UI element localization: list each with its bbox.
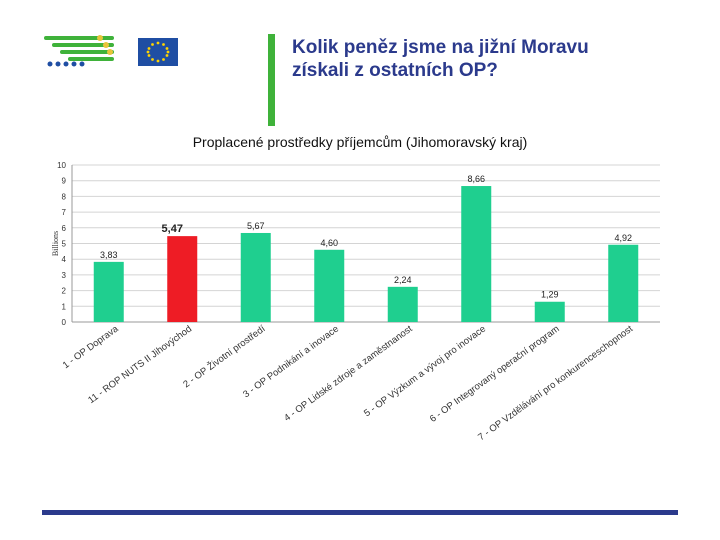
y-tick-label: 2 [62, 287, 67, 296]
y-tick-label: 5 [62, 240, 67, 249]
y-tick-label: 0 [62, 318, 67, 327]
x-tick-label: 5 - OP Výzkum a vývoj pro inovace [362, 324, 488, 420]
bar [240, 232, 271, 322]
data-label: 8,66 [467, 174, 485, 184]
chart-title: Proplacené prostředky příjemcům (Jihomor… [192, 134, 528, 150]
y-tick-label: 4 [62, 255, 67, 264]
data-label: 4,92 [614, 233, 632, 243]
y-tick-label: 1 [62, 302, 67, 311]
data-label: 3,83 [100, 250, 118, 260]
bar [608, 244, 639, 322]
y-axis-label: Billions [51, 231, 60, 256]
y-tick-label: 8 [62, 192, 67, 201]
footer-bar [42, 510, 678, 515]
x-tick-label: 7 - OP Vzdělávání pro konkurenceschopnos… [476, 323, 635, 443]
data-label: 1,29 [541, 290, 559, 300]
x-tick-label: 4 - OP Lidské zdroje a zaměstnanost [282, 323, 415, 424]
y-tick-label: 10 [57, 161, 66, 170]
wheat-logo-icon [40, 32, 118, 70]
x-tick-label: 6 - OP Integrovaný operační program [428, 323, 562, 424]
title-accent-bar [268, 34, 275, 126]
bar [534, 301, 565, 322]
data-label: 5,47 [162, 223, 183, 235]
data-label: 5,67 [247, 221, 265, 231]
bar [314, 249, 345, 322]
page-title: Kolik peněz jsme na jižní Moravu získali… [292, 37, 589, 81]
y-tick-label: 6 [62, 224, 67, 233]
bar [461, 186, 492, 322]
bar [387, 286, 418, 322]
data-label: 4,60 [320, 238, 338, 248]
x-tick-label: 1 - OP Doprava [61, 323, 121, 371]
bar [93, 261, 124, 322]
y-tick-label: 9 [62, 177, 67, 186]
y-tick-label: 7 [62, 208, 67, 217]
y-tick-label: 3 [62, 271, 67, 280]
eu-flag-icon [138, 38, 178, 66]
bar [167, 236, 198, 322]
data-label: 2,24 [394, 275, 412, 285]
bar-chart: 0 1 2 3 4 5 6 7 8 9 10 Billions 3,83 1 - OP Doprava 5,… [51, 161, 660, 443]
